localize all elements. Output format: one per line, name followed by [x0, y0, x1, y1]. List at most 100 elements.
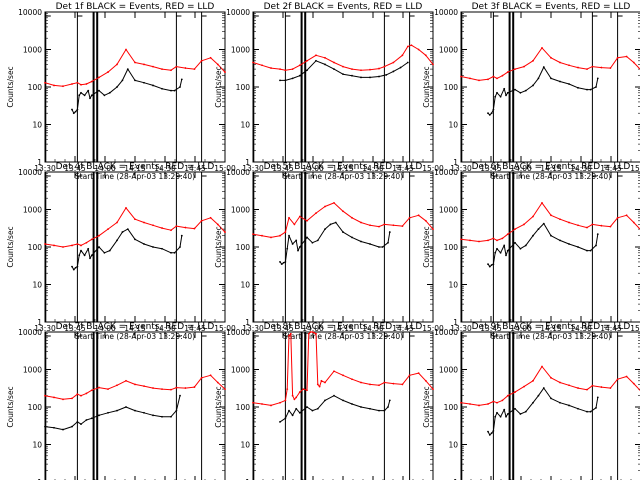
y-tick-label: 10000: [226, 328, 250, 337]
events-point: [297, 249, 299, 252]
x-tick-label: 15:00: [630, 164, 640, 173]
lld-point: [311, 331, 314, 333]
x-tick-label: 14:45: [392, 324, 414, 333]
x-tick-label: 14:00: [510, 324, 532, 333]
events-point: [499, 415, 502, 418]
lld-point: [252, 233, 254, 236]
events-point: [80, 423, 82, 425]
events-point: [342, 399, 344, 402]
events-point: [568, 83, 570, 85]
events-point: [108, 91, 111, 94]
lld-point: [279, 68, 281, 71]
events-point: [542, 222, 545, 225]
lld-point: [501, 399, 504, 402]
x-tick-label: 13:30: [242, 324, 264, 333]
lld-point: [369, 383, 371, 386]
events-point: [173, 251, 176, 254]
lld-point: [577, 387, 579, 389]
events-point: [360, 406, 362, 408]
x-tick-label: 13:30: [450, 164, 472, 173]
lld-point: [261, 234, 263, 237]
events-point: [161, 415, 163, 418]
events-point: [279, 79, 281, 82]
lld-point: [577, 66, 579, 69]
events-point: [506, 413, 509, 415]
lld-point: [134, 383, 136, 386]
events-point: [524, 89, 527, 92]
series-lld-line: [460, 202, 640, 242]
lld-point: [478, 404, 480, 407]
events-point: [577, 246, 579, 248]
lld-point: [469, 403, 471, 405]
events-point: [175, 409, 178, 412]
events-point: [108, 249, 111, 252]
events-point: [406, 61, 409, 64]
lld-point: [71, 397, 73, 400]
lld-point: [302, 388, 305, 391]
lld-point: [333, 61, 335, 64]
x-tick-label: 14:00: [510, 164, 532, 173]
lld-point: [209, 374, 212, 377]
lld-point: [541, 201, 543, 204]
x-tick-label: 13:30: [450, 324, 472, 333]
y-tick-label: 1000: [231, 206, 250, 215]
lld-point: [487, 403, 489, 405]
lld-point: [309, 331, 312, 333]
series-lld-line: [252, 331, 434, 406]
events-point: [72, 112, 75, 115]
y-tick-label: 1000: [439, 206, 458, 215]
lld-point: [432, 388, 434, 391]
events-point: [550, 77, 552, 80]
lld-point: [600, 66, 603, 69]
panel-title: Det 2f BLACK = Events, RED = LLD: [264, 2, 423, 12]
events-point: [87, 247, 90, 250]
y-tick-label: 10: [32, 441, 42, 450]
events-point: [76, 421, 79, 423]
lld-point: [514, 391, 516, 393]
events-point: [90, 254, 93, 257]
events-point: [514, 88, 516, 91]
y-tick-label: 100: [444, 83, 459, 92]
lld-point: [224, 231, 226, 233]
lld-point: [200, 376, 203, 379]
events-point: [494, 251, 497, 254]
lld-point: [76, 243, 79, 245]
lld-point: [469, 239, 471, 242]
events-point: [284, 261, 287, 263]
events-point: [126, 68, 129, 71]
lld-point: [98, 386, 100, 389]
x-tick-label: 14:15: [540, 324, 562, 333]
x-tick-label: 14:30: [362, 164, 384, 173]
lld-point: [625, 55, 628, 58]
lld-point: [392, 224, 395, 227]
events-point: [369, 243, 371, 245]
y-tick-label: 1000: [231, 46, 250, 55]
events-point: [125, 406, 127, 408]
lld-point: [410, 44, 413, 47]
events-point: [71, 425, 73, 428]
lld-point: [152, 387, 154, 389]
events-point: [577, 407, 579, 410]
lld-point: [600, 224, 603, 227]
lld-point: [90, 389, 93, 392]
y-tick-label: 1000: [231, 366, 250, 375]
lld-point: [216, 223, 219, 226]
lld-point: [184, 67, 187, 69]
lld-point: [378, 67, 380, 70]
x-tick-label: 15:00: [214, 164, 236, 173]
events-point: [116, 409, 118, 412]
y-tick-label: 100: [28, 243, 43, 252]
lld-point: [71, 83, 73, 85]
lld-point: [360, 221, 362, 224]
events-point: [170, 251, 172, 254]
lld-point: [80, 83, 82, 86]
lld-point: [44, 394, 46, 397]
lld-point: [383, 381, 386, 384]
lld-point: [324, 205, 326, 208]
lld-point: [460, 238, 462, 241]
events-point: [378, 75, 380, 78]
lld-point: [559, 218, 561, 221]
x-tick-label: 13:45: [480, 324, 502, 333]
lld-point: [487, 78, 489, 81]
